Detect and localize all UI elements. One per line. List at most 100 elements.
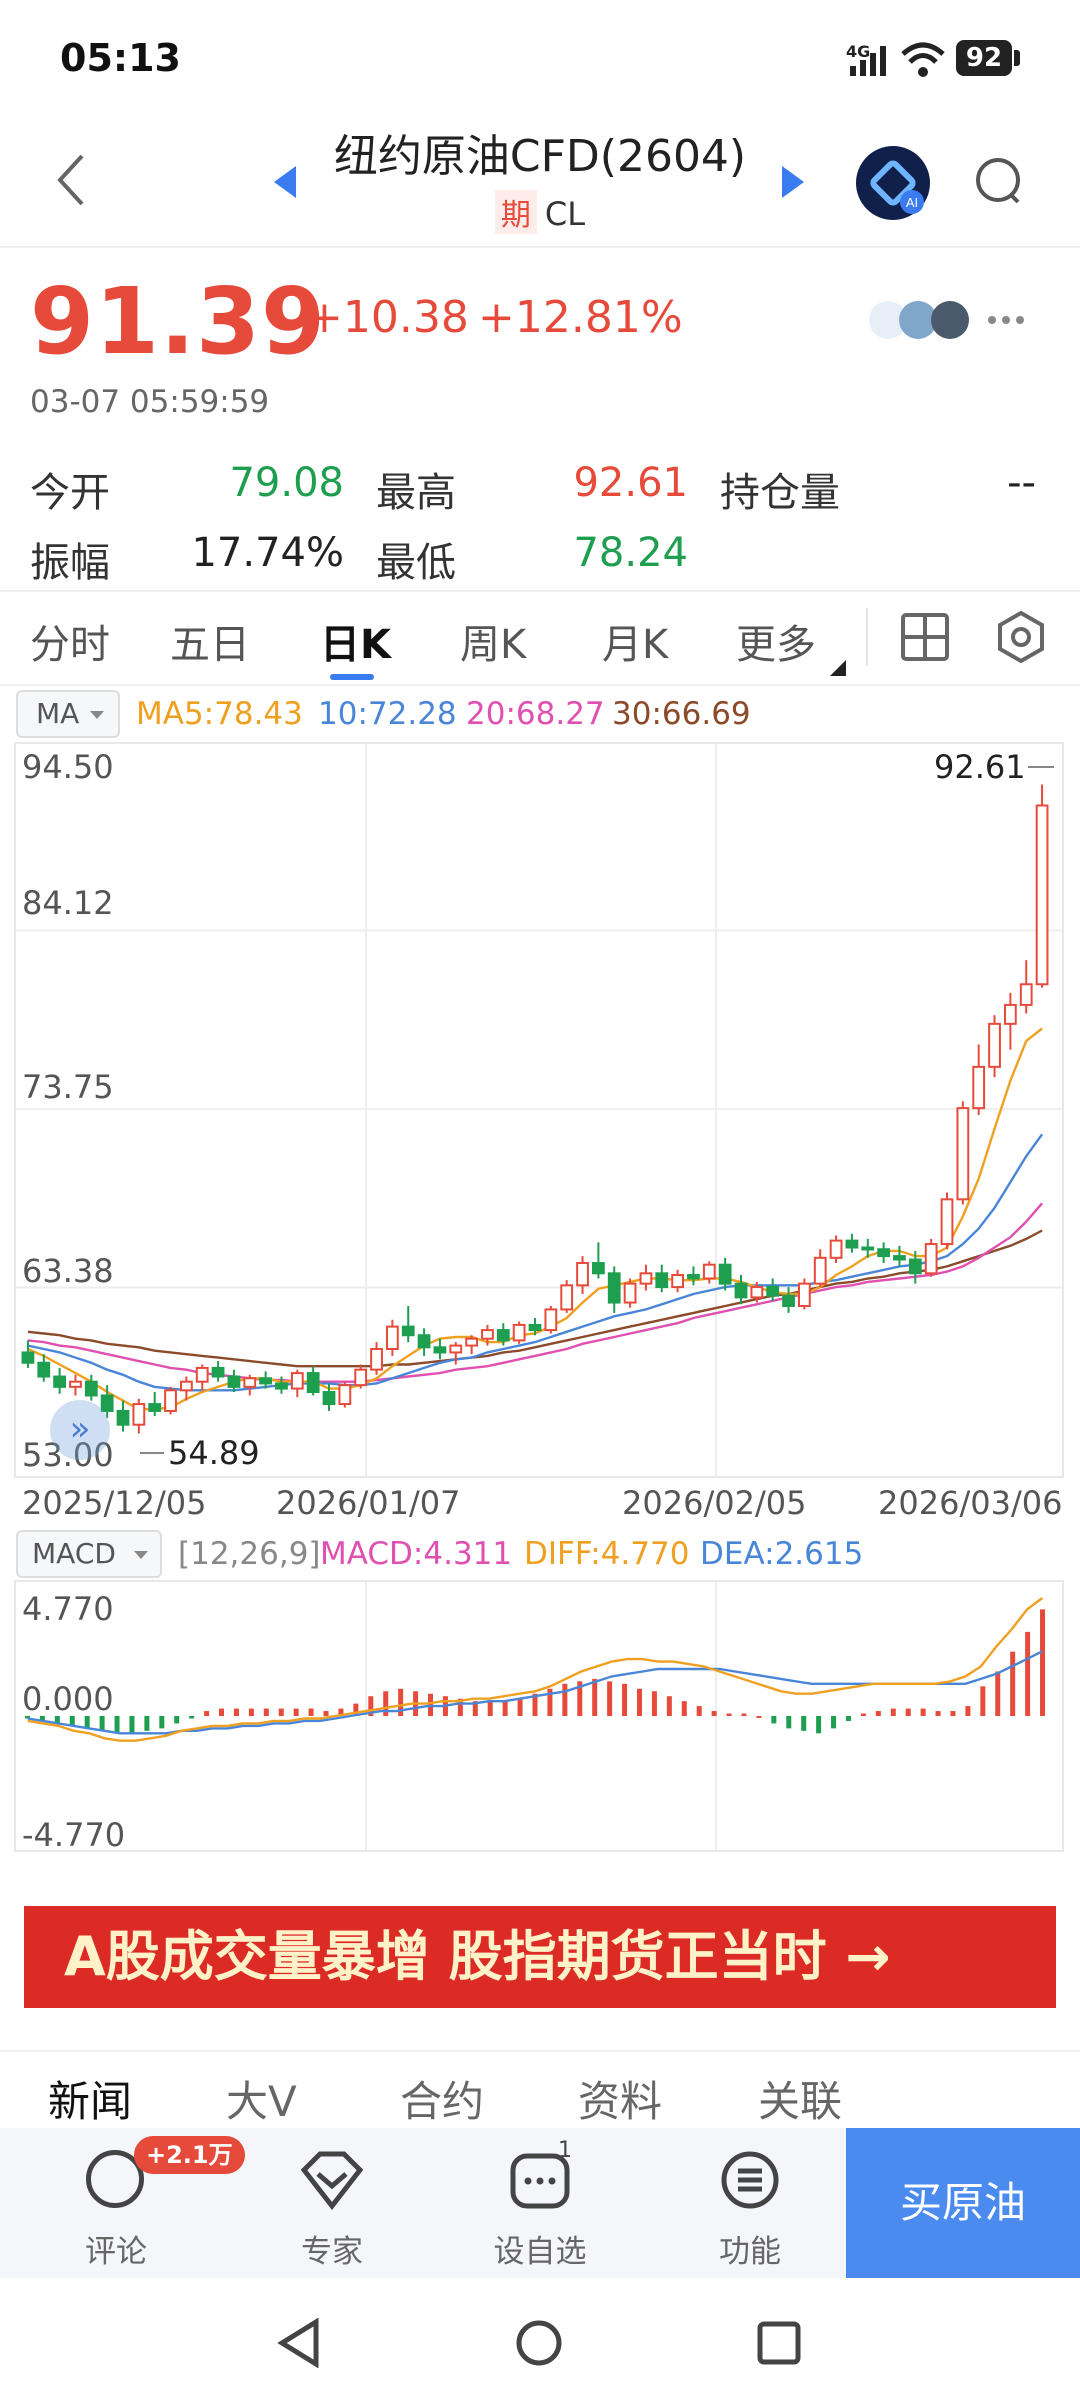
- kline-chart[interactable]: [14, 742, 1064, 1478]
- macd-bar: [786, 1716, 792, 1729]
- tab-daily-k[interactable]: 日K: [320, 622, 391, 668]
- candle-body: [1035, 804, 1049, 986]
- macd-chart[interactable]: [14, 1580, 1064, 1852]
- tab-bigv[interactable]: 大V: [226, 2077, 297, 2126]
- next-contract-arrow-icon[interactable]: [782, 166, 804, 198]
- search-icon[interactable]: [974, 156, 1022, 204]
- tab-contract[interactable]: 合约: [400, 2077, 485, 2126]
- wifi-icon: [901, 42, 945, 77]
- candle-body: [385, 1325, 399, 1351]
- candle-body: [861, 1246, 875, 1251]
- macd-bar: [831, 1716, 837, 1729]
- comment-button[interactable]: 评论: [46, 2128, 186, 2278]
- tab-profile[interactable]: 资料: [578, 2077, 663, 2126]
- candle-body: [100, 1394, 114, 1412]
- macd-bar: [756, 1716, 762, 1718]
- macd-bar: [428, 1693, 434, 1716]
- add-watchlist-button[interactable]: 1 设自选: [470, 2128, 610, 2278]
- candle-body: [116, 1409, 130, 1426]
- macd-bar: [950, 1711, 956, 1716]
- macd-bar: [577, 1681, 583, 1716]
- candle-body: [465, 1337, 479, 1347]
- candle-body: [290, 1372, 304, 1390]
- ai-assistant-icon[interactable]: AI: [856, 146, 930, 220]
- low-marker: [140, 1452, 164, 1454]
- macd-bar: [39, 1716, 45, 1721]
- tab-related[interactable]: 关联: [758, 2077, 843, 2126]
- candle-body: [924, 1243, 938, 1275]
- macd-bar: [368, 1696, 374, 1716]
- tab-intraday[interactable]: 分时: [30, 622, 110, 668]
- chevron-down-icon: [134, 1551, 148, 1559]
- candle-body: [306, 1372, 320, 1394]
- y-tick-4: 53.00: [22, 1436, 114, 1474]
- stat-value-amplitude: 17.74%: [191, 530, 344, 576]
- high-label: 92.61: [934, 748, 1026, 786]
- buy-crude-button[interactable]: 买原油: [846, 2128, 1080, 2278]
- nav-home-icon[interactable]: [514, 2318, 564, 2368]
- macd-bar: [204, 1711, 210, 1716]
- candle-body: [972, 1065, 986, 1110]
- indicator-selector[interactable]: MACD: [16, 1530, 162, 1578]
- candle-body: [1019, 983, 1033, 1006]
- ma10-line: [27, 1133, 1044, 1392]
- macd-bar: [711, 1711, 717, 1716]
- stat-value-oi: --: [1007, 460, 1036, 506]
- settings-icon[interactable]: [994, 610, 1048, 664]
- macd-bar: [920, 1708, 926, 1716]
- comment-label: 评论: [85, 2234, 147, 2270]
- macd-bar: [54, 1716, 60, 1724]
- active-tab-indicator: [330, 674, 374, 680]
- prev-contract-arrow-icon[interactable]: [274, 166, 296, 198]
- candle-body: [988, 1022, 1001, 1068]
- macd-bar: [860, 1713, 866, 1716]
- candle-body: [449, 1344, 463, 1354]
- macd-bar: [248, 1708, 254, 1716]
- tab-more[interactable]: 更多: [736, 622, 816, 668]
- price-change-pct: +12.81%: [478, 292, 683, 343]
- ma-selector[interactable]: MA: [16, 690, 120, 738]
- price-change: +10.38: [306, 292, 469, 343]
- macd-bar: [696, 1706, 702, 1716]
- macd-bar: [114, 1716, 120, 1734]
- network-type: 4G: [846, 42, 871, 61]
- macd-bar: [995, 1671, 1001, 1716]
- x-tick-0: 2025/12/05: [22, 1484, 207, 1522]
- tabs-bottom-divider: [0, 684, 1080, 686]
- macd-bar: [816, 1716, 822, 1734]
- grid-layout-icon[interactable]: [900, 612, 950, 662]
- candle-body: [528, 1323, 542, 1332]
- expert-button[interactable]: 专家: [262, 2128, 402, 2278]
- y-tick-3: 63.38: [22, 1252, 114, 1290]
- macd-y-tick-1: 0.000: [22, 1680, 114, 1718]
- tab-monthly-k[interactable]: 月K: [602, 622, 669, 668]
- tab-five-day[interactable]: 五日: [170, 622, 250, 668]
- macd-bar: [651, 1691, 657, 1716]
- macd-bar: [338, 1708, 344, 1716]
- nav-recents-icon[interactable]: [756, 2320, 802, 2366]
- macd-bar: [771, 1716, 777, 1724]
- tab-weekly-k[interactable]: 周K: [460, 622, 527, 668]
- macd-bar: [457, 1698, 463, 1716]
- macd-bar: [219, 1708, 225, 1716]
- x-tick-3: 2026/03/06: [878, 1484, 1063, 1522]
- expand-sidebar-icon[interactable]: »: [50, 1400, 110, 1460]
- candle-body: [1003, 1003, 1017, 1025]
- macd-bar: [1040, 1609, 1046, 1716]
- svg-text:AI: AI: [906, 195, 918, 210]
- promo-banner[interactable]: A股成交量暴增 股指期货正当时 →: [24, 1906, 1056, 2008]
- back-arrow-icon[interactable]: [52, 150, 92, 210]
- candle-body: [845, 1239, 859, 1249]
- macd-bar: [741, 1713, 747, 1716]
- macd-bar: [801, 1716, 807, 1731]
- social-avatars[interactable]: [868, 296, 1028, 344]
- candle-body: [195, 1366, 209, 1383]
- candle-body: [69, 1380, 82, 1388]
- nav-back-icon[interactable]: [276, 2318, 322, 2368]
- function-button[interactable]: 功能: [680, 2128, 820, 2278]
- candle-body: [750, 1286, 764, 1299]
- diff-line: [27, 1597, 1044, 1742]
- macd-bar: [666, 1696, 672, 1716]
- tab-news[interactable]: 新闻: [48, 2077, 133, 2126]
- macd-bar: [980, 1686, 986, 1716]
